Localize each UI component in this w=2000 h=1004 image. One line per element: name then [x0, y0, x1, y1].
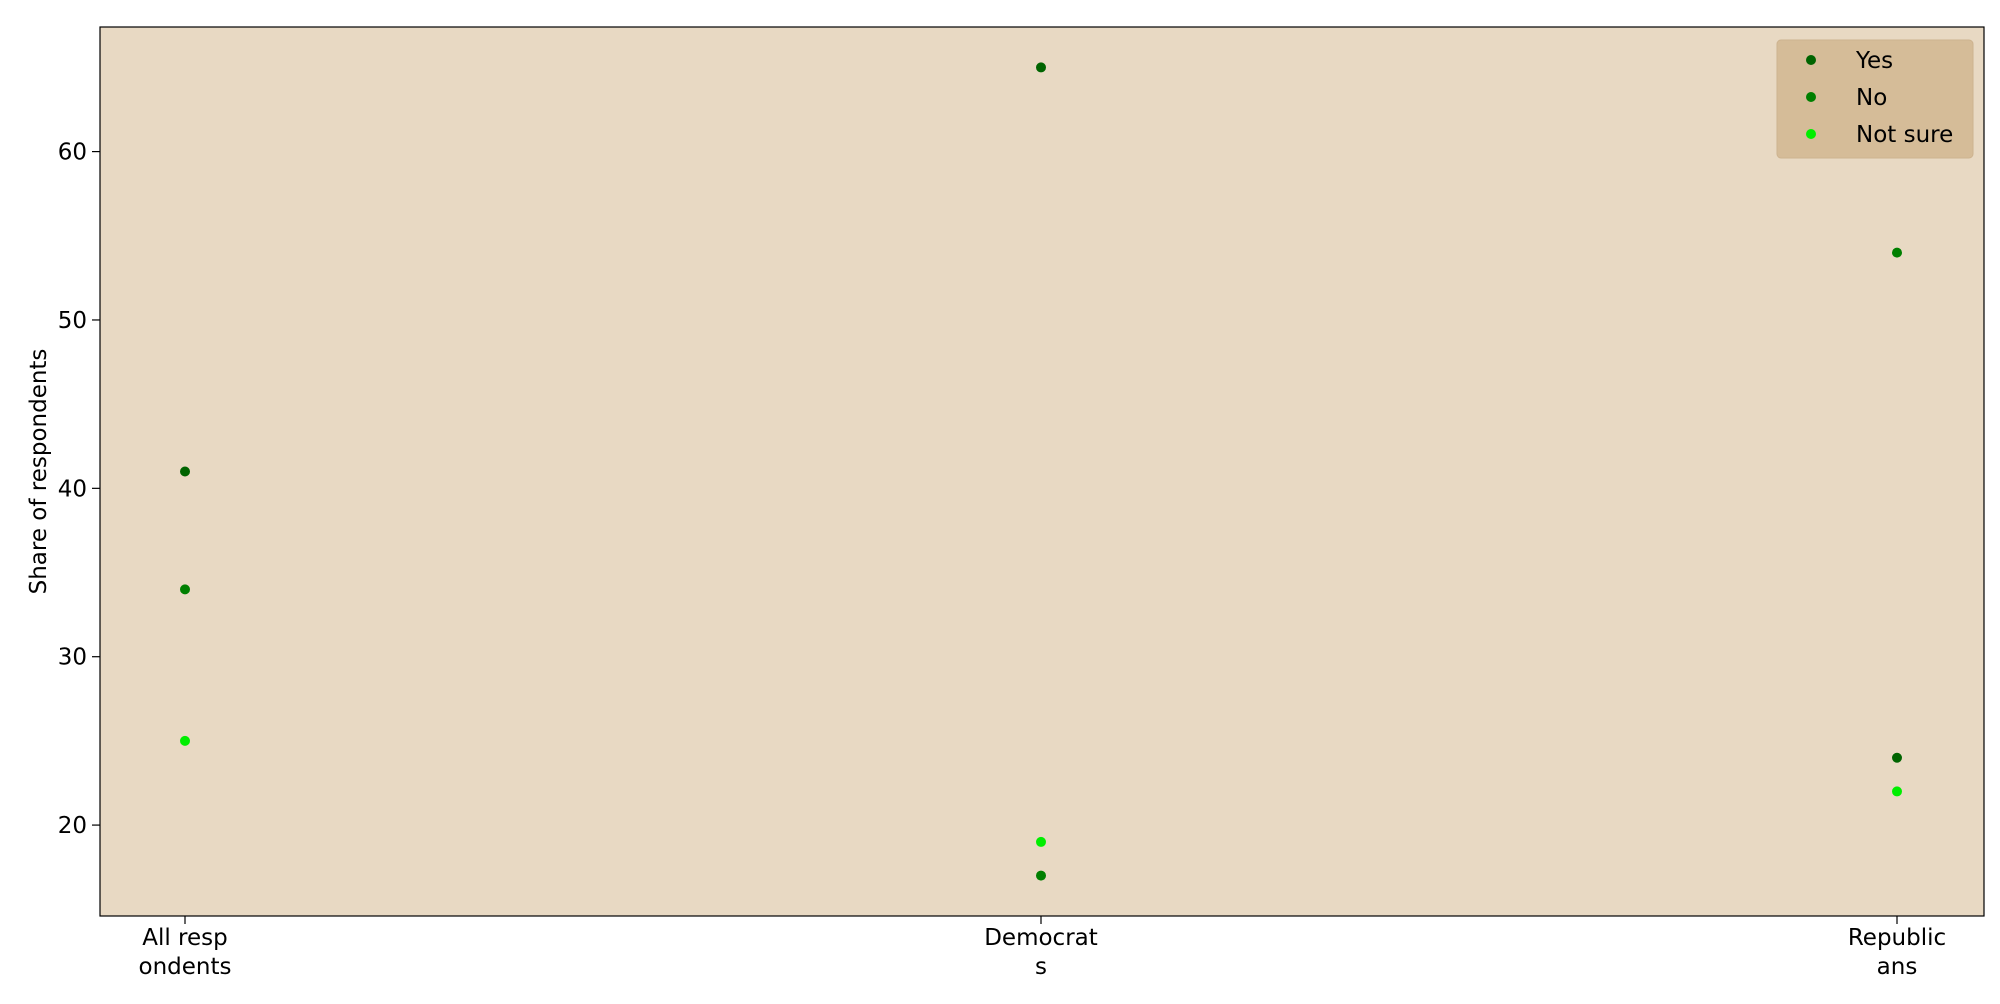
- y-tick-label: 60: [58, 140, 87, 166]
- data-point: [1036, 62, 1046, 73]
- data-point: [1036, 836, 1046, 847]
- legend-marker: [1806, 92, 1816, 102]
- plot-frame: [99, 26, 1985, 917]
- plot-area: [100, 27, 1984, 916]
- data-point: [1892, 786, 1902, 797]
- legend-label: No: [1856, 85, 1887, 111]
- x-tick-label: Democrat s: [984, 925, 1098, 980]
- y-tick-label: 30: [58, 645, 87, 671]
- legend-label: Yes: [1855, 48, 1893, 74]
- legend-label: Not sure: [1856, 122, 1953, 148]
- y-tick-label: 40: [58, 476, 87, 502]
- y-axis-label: Share of respondents: [26, 349, 52, 595]
- x-tick-label: Republic ans: [1848, 925, 1946, 980]
- x-tick-label: All resp ondents: [139, 925, 232, 980]
- data-point: [180, 735, 190, 746]
- data-point: [1892, 752, 1902, 763]
- legend-box: [1776, 39, 1974, 159]
- data-point: [180, 584, 190, 595]
- y-tick-label: 20: [58, 813, 87, 839]
- data-point: [180, 466, 190, 477]
- legend-marker: [1806, 55, 1816, 65]
- data-point: [1036, 870, 1046, 881]
- y-tick-label: 50: [58, 308, 87, 334]
- legend-marker: [1806, 129, 1816, 139]
- data-point: [1892, 247, 1902, 258]
